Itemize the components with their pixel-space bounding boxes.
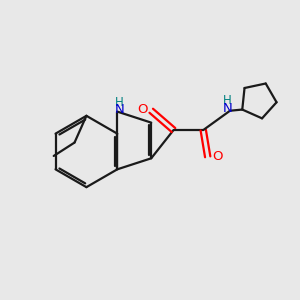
Text: H: H	[115, 96, 124, 109]
Text: N: N	[115, 103, 124, 116]
Text: O: O	[212, 150, 223, 163]
Text: N: N	[223, 102, 232, 115]
Text: O: O	[138, 103, 148, 116]
Text: H: H	[223, 94, 232, 107]
